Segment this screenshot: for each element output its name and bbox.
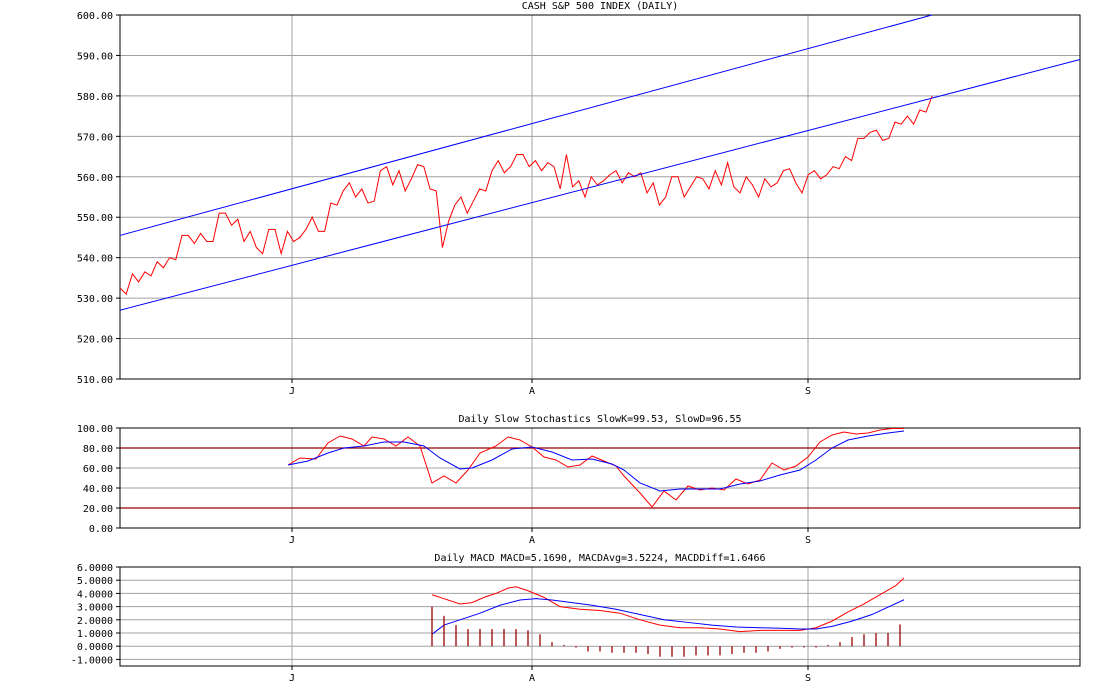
y-tick-label: 510.00 bbox=[77, 375, 113, 386]
y-tick-label: 80.00 bbox=[83, 444, 113, 455]
y-tick-label: -1.0000 bbox=[71, 655, 113, 666]
trend-line bbox=[119, 14, 933, 236]
series-line-slowd bbox=[287, 430, 905, 492]
y-tick-label: 530.00 bbox=[77, 294, 113, 305]
y-tick-label: 570.00 bbox=[77, 132, 113, 143]
trend-line bbox=[119, 59, 1081, 311]
y-tick-label: 560.00 bbox=[77, 173, 113, 184]
y-tick-label: 3.0000 bbox=[77, 603, 113, 614]
x-tick-label: A bbox=[529, 673, 535, 684]
y-tick-label: 6.0000 bbox=[77, 563, 113, 574]
y-tick-label: 4.0000 bbox=[77, 589, 113, 600]
x-tick-label: J bbox=[289, 673, 295, 684]
y-tick-label: 600.00 bbox=[77, 11, 113, 22]
plot-frame bbox=[119, 566, 1081, 667]
y-tick-label: 520.00 bbox=[77, 335, 113, 346]
x-tick-label: A bbox=[529, 535, 535, 546]
y-tick-label: 0.00 bbox=[89, 524, 113, 535]
y-tick-label: 0.0000 bbox=[77, 642, 113, 653]
x-tick-label: J bbox=[289, 386, 295, 397]
panel-1: 0.00 20.00 40.00 60.00 80.00 100.00 J A S Daily S… bbox=[77, 414, 1081, 546]
panel-2: -1.0000 0.0000 1.0000 2.0000 3.0000 4.0000 5.0… bbox=[71, 553, 1081, 684]
x-tick-label: A bbox=[529, 386, 535, 397]
chart-title: Daily MACD MACD=5.1690, MACDAvg=3.5224, … bbox=[434, 553, 765, 564]
x-tick-label: J bbox=[289, 535, 295, 546]
series-line-macd bbox=[431, 577, 905, 633]
y-tick-label: 2.0000 bbox=[77, 616, 113, 627]
y-tick-label: 20.00 bbox=[83, 504, 113, 515]
price-line bbox=[119, 95, 933, 295]
y-tick-label: 550.00 bbox=[77, 213, 113, 224]
y-tick-label: 5.0000 bbox=[77, 576, 113, 587]
y-tick-label: 1.0000 bbox=[77, 629, 113, 640]
y-tick-label: 60.00 bbox=[83, 464, 113, 475]
plot-frame bbox=[119, 14, 1081, 380]
series-line-macdavg bbox=[431, 598, 905, 635]
x-tick-label: S bbox=[805, 673, 811, 684]
y-tick-label: 100.00 bbox=[77, 424, 113, 435]
chart-title: CASH S&P 500 INDEX (DAILY) bbox=[522, 1, 679, 12]
y-tick-label: 580.00 bbox=[77, 92, 113, 103]
y-tick-label: 540.00 bbox=[77, 254, 113, 265]
x-tick-label: S bbox=[805, 535, 811, 546]
y-tick-label: 40.00 bbox=[83, 484, 113, 495]
y-tick-label: 590.00 bbox=[77, 51, 113, 62]
x-tick-label: S bbox=[805, 386, 811, 397]
panel-0: 510.00 520.00 530.00 540.00 550.00 560.00 570.… bbox=[77, 1, 1081, 397]
chart-title: Daily Slow Stochastics SlowK=99.53, Slow… bbox=[459, 414, 742, 425]
plot-frame bbox=[119, 427, 1081, 529]
